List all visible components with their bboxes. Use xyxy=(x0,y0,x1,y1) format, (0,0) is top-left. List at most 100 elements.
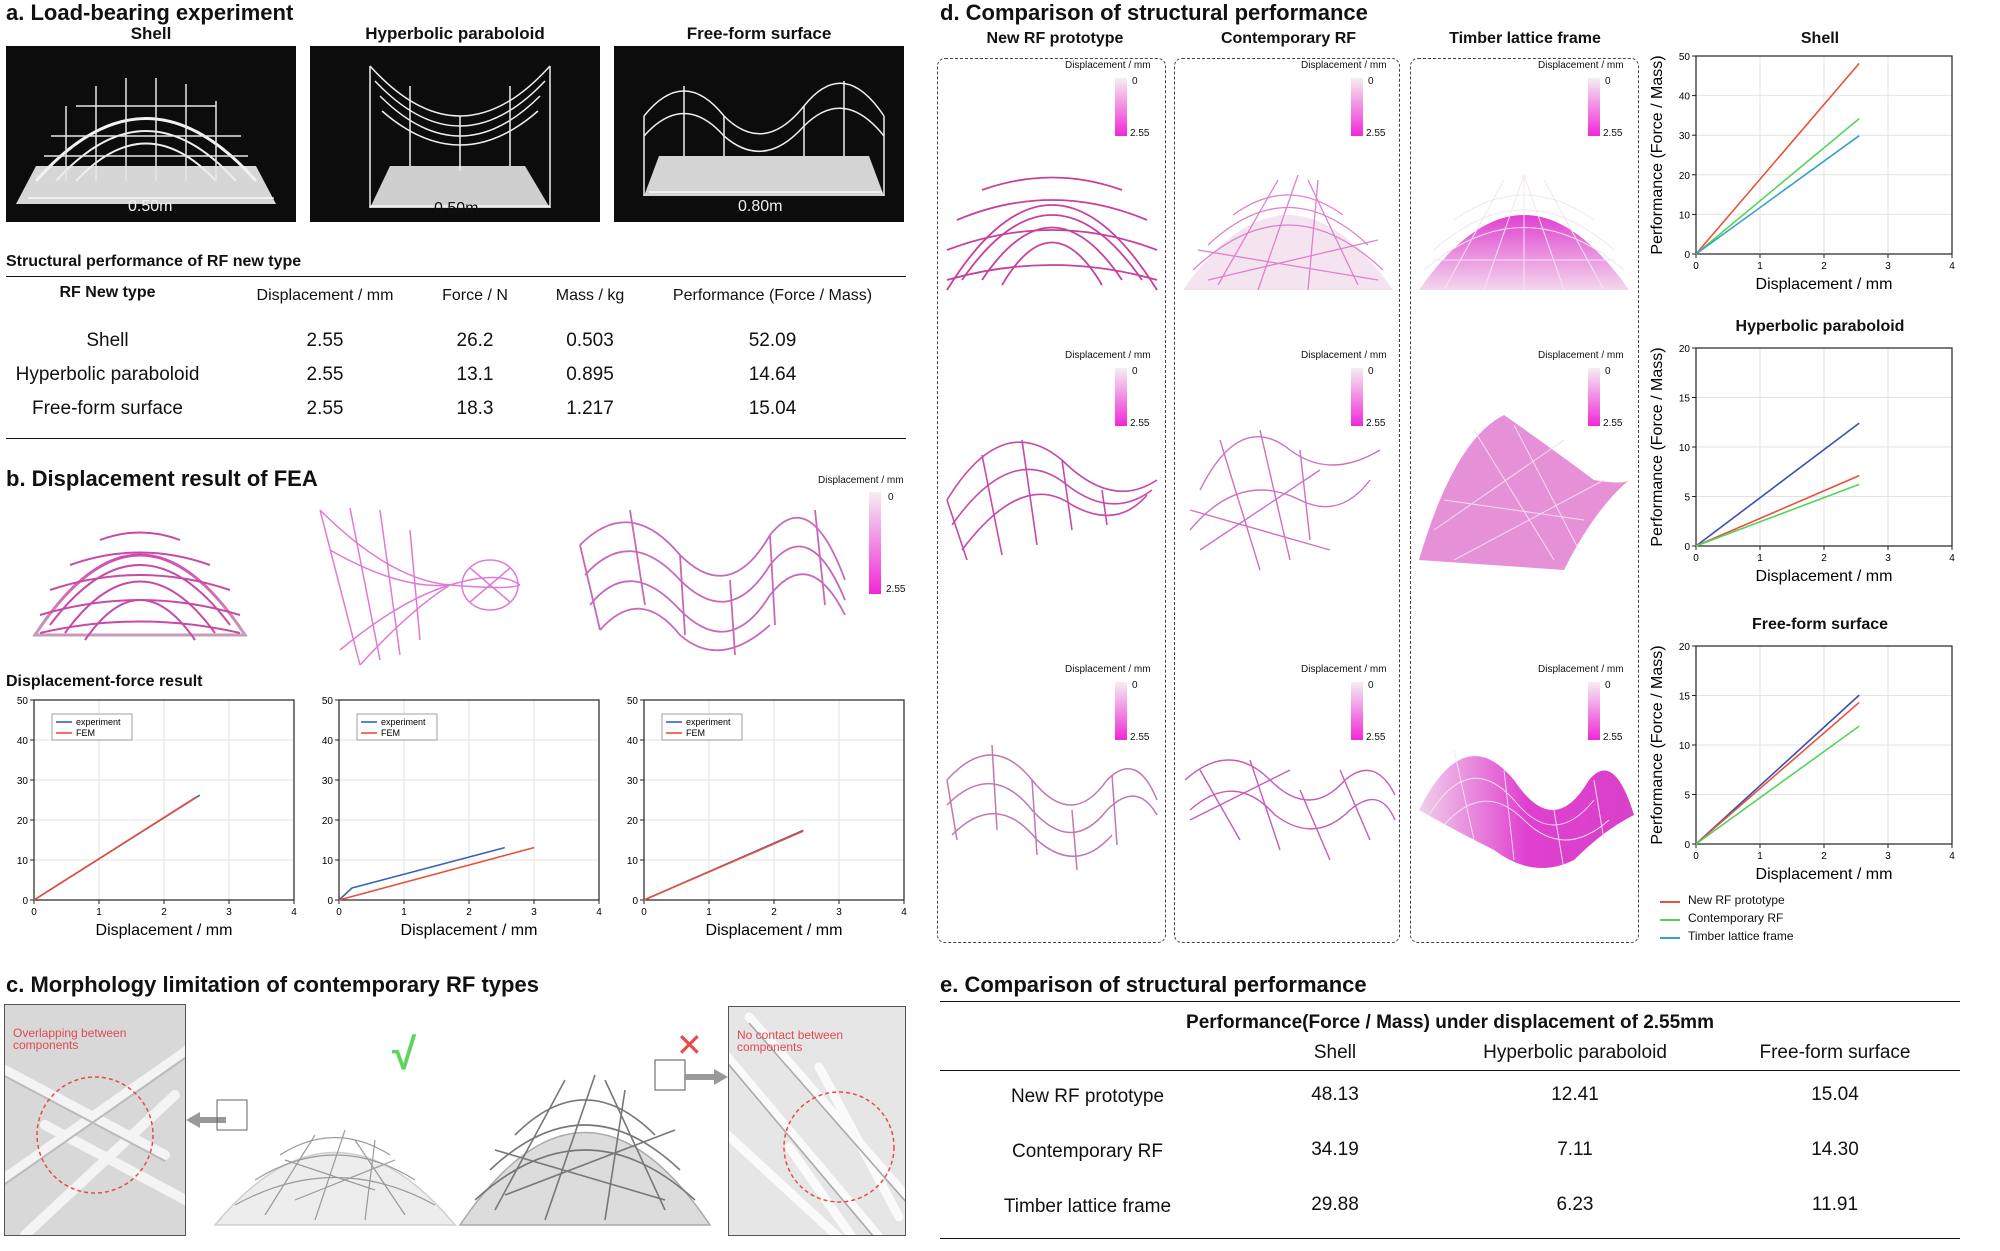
table-a-header: Mass / kg xyxy=(555,287,625,304)
series-line xyxy=(1695,117,1860,255)
x-axis-label: Displacement / mm xyxy=(1756,866,1893,883)
x-tick-label: 4 xyxy=(1949,851,1955,862)
y-tick-label: 20 xyxy=(1679,171,1691,182)
colorbar xyxy=(1588,78,1600,136)
series-line xyxy=(1695,725,1860,845)
y-tick-label: 50 xyxy=(17,696,29,707)
y-tick-label: 15 xyxy=(1679,394,1691,405)
overlap-detail-image: Overlapping between components xyxy=(4,1004,186,1236)
x-tick-label: 3 xyxy=(531,907,537,918)
y-tick-label: 20 xyxy=(1679,642,1691,653)
fea-shell-render xyxy=(32,531,248,641)
colorbar-max: 2.55 xyxy=(1130,732,1150,743)
series-line xyxy=(1695,422,1860,547)
x-tick-label: 3 xyxy=(1885,553,1891,564)
colorbar-max: 2.55 xyxy=(1603,418,1623,429)
x-tick-label: 3 xyxy=(1885,261,1891,272)
table-a-header: Performance (Force / Mass) xyxy=(672,287,873,304)
y-axis-label: Performance (Force / Mass) xyxy=(1650,347,1666,546)
colorbar xyxy=(1115,682,1127,740)
x-tick-label: 3 xyxy=(836,907,842,918)
y-axis-label: Performance (Force / Mass) xyxy=(1650,645,1666,844)
chart-title-freeform: Free-form surface xyxy=(1751,616,1889,633)
y-tick-label: 20 xyxy=(1679,344,1691,355)
x-tick-label: 1 xyxy=(1757,851,1763,862)
colorbar-max: 2.55 xyxy=(1603,128,1623,139)
y-tick-label: 10 xyxy=(1679,741,1691,752)
colorbar-min: 0 xyxy=(1368,76,1374,87)
dimension-freeform: 0.80m xyxy=(738,198,783,215)
plot-frame xyxy=(33,699,295,901)
contemporary-dome-good-render xyxy=(213,1099,457,1226)
x-axis-label: Displacement / mm xyxy=(96,922,233,939)
y-tick-label: 10 xyxy=(1679,443,1691,454)
column-label-new-rf: New RF prototype xyxy=(986,30,1124,47)
colorbar xyxy=(1115,368,1127,426)
colorbar-max: 2.55 xyxy=(1603,732,1623,743)
colorbar-min: 0 xyxy=(1605,366,1611,377)
render-timber-lattice-hyperbolic xyxy=(1419,415,1629,570)
fea-freeform-render xyxy=(579,509,846,656)
plot-frame xyxy=(338,699,600,901)
colorbar-max: 2.55 xyxy=(1130,128,1150,139)
legend-label: experiment xyxy=(76,717,121,727)
y-tick-label: 0 xyxy=(327,896,333,907)
y-tick-label: 20 xyxy=(322,816,334,827)
photo-shell: 0.50m xyxy=(6,46,296,222)
section-e-title: e. Comparison of structural performance xyxy=(940,972,1367,997)
x-tick-label: 0 xyxy=(336,907,342,918)
x-tick-label: 1 xyxy=(1757,261,1763,272)
table-e-header: Hyperbolic paraboloid xyxy=(1483,1042,1667,1063)
x-tick-label: 4 xyxy=(1949,553,1955,564)
y-tick-label: 40 xyxy=(1679,92,1691,103)
cross-icon: ✕ xyxy=(676,1027,703,1063)
series-line xyxy=(1695,135,1860,255)
x-tick-label: 2 xyxy=(1821,851,1827,862)
series-line xyxy=(643,830,804,901)
y-axis-label: Performance (Force / Mass) xyxy=(1650,55,1666,254)
legend-label: FEM xyxy=(381,728,400,738)
section-d-title: d. Comparison of structural performance xyxy=(940,0,1368,25)
render-new-rf-freeform xyxy=(946,744,1158,871)
colorbar-max: 2.55 xyxy=(1366,128,1386,139)
photo-label-freeform: Free-form surface xyxy=(686,24,832,43)
series-line xyxy=(1695,701,1860,845)
colorbar-title: Displacement / mm xyxy=(1538,60,1624,71)
colorbar-min: 0 xyxy=(1368,366,1374,377)
series-line xyxy=(1695,483,1860,547)
column-label-timber-lattice: Timber lattice frame xyxy=(1449,30,1601,47)
x-tick-label: 0 xyxy=(1693,261,1699,272)
y-tick-label: 5 xyxy=(1684,493,1690,504)
y-tick-label: 0 xyxy=(1684,250,1690,261)
plot-frame xyxy=(1695,55,1953,255)
x-tick-label: 4 xyxy=(1949,261,1955,272)
colorbar-title: Displacement / mm xyxy=(1301,664,1387,675)
colorbar-title: Displacement / mm xyxy=(1301,350,1387,361)
y-tick-label: 30 xyxy=(17,776,29,787)
series-line xyxy=(1695,474,1860,547)
y-tick-label: 40 xyxy=(322,736,334,747)
colorbar-title: Displacement / mm xyxy=(1065,664,1151,675)
render-contemporary-rf-shell xyxy=(1183,174,1393,291)
legend-label: FEM xyxy=(686,728,705,738)
x-tick-label: 2 xyxy=(1821,553,1827,564)
section-a-title: a. Load-bearing experiment xyxy=(6,0,294,25)
x-tick-label: 2 xyxy=(161,907,167,918)
colorbar-title: Displacement / mm xyxy=(818,475,904,486)
photo-label-shell: Shell xyxy=(130,24,172,43)
x-tick-label: 0 xyxy=(1693,553,1699,564)
no-contact-note: No contact between components xyxy=(737,1028,844,1054)
colorbar-max: 2.55 xyxy=(1130,418,1150,429)
x-tick-label: 3 xyxy=(1885,851,1891,862)
chart-performance-freeform: 0 1 2 3 4 0 5 10 15 20 Displacement / mm Performanc… xyxy=(1650,642,1955,883)
y-tick-label: 0 xyxy=(632,896,638,907)
table-a-title: Structural performance of RF new type xyxy=(6,253,302,270)
colorbar-max: 2.55 xyxy=(1366,732,1386,743)
x-tick-label: 4 xyxy=(291,907,297,918)
y-tick-label: 50 xyxy=(1679,52,1691,63)
x-tick-label: 2 xyxy=(466,907,472,918)
y-tick-label: 10 xyxy=(1679,210,1691,221)
x-axis-label: Displacement / mm xyxy=(1756,568,1893,585)
